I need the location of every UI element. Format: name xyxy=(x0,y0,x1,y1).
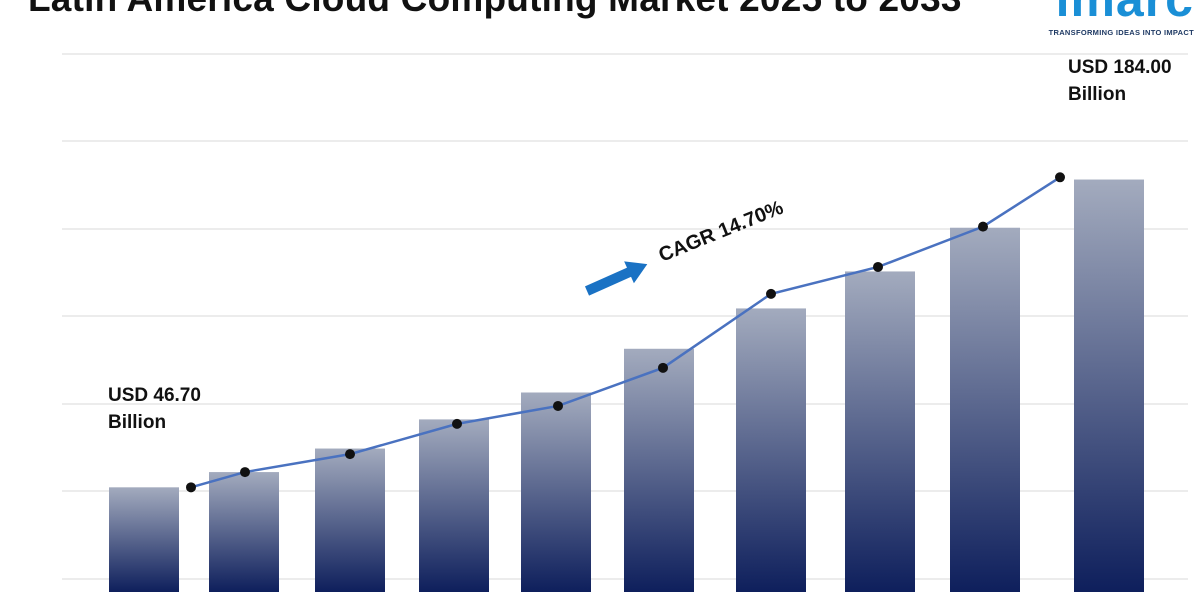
trend-point-2031 xyxy=(766,288,776,299)
logo-tagline: TRANSFORMING IDEAS INTO IMPACT xyxy=(1048,28,1194,37)
end-unit-label: Billion xyxy=(1068,84,1126,105)
cagr-label: CAGR 14.70% xyxy=(656,197,787,267)
trend-point-2026 xyxy=(240,467,250,478)
page-title: Latin America Cloud Computing Market 202… xyxy=(28,0,962,20)
bar-2028 xyxy=(419,419,489,592)
imarc-logo: imarc TRANSFORMING IDEAS INTO IMPACT xyxy=(1034,0,1194,37)
bar-2029 xyxy=(521,392,591,592)
trend-line xyxy=(186,172,1065,493)
arrow-head xyxy=(624,261,648,284)
trend-point-2029 xyxy=(553,400,563,411)
bar-2034 xyxy=(1074,179,1144,593)
trend-line-path xyxy=(190,176,1061,489)
trend-point-2025 xyxy=(186,482,196,493)
trend-point-2032 xyxy=(873,261,883,272)
bar-2027 xyxy=(315,448,385,592)
start-value-label: USD 46.70 xyxy=(108,385,201,406)
bar-2031 xyxy=(736,308,806,592)
bar-2033 xyxy=(950,227,1020,592)
bar-2032 xyxy=(845,271,915,592)
trend-point-2027 xyxy=(345,449,355,460)
start-unit-label: Billion xyxy=(108,412,166,433)
trend-point-2033 xyxy=(978,221,988,232)
cagr-arrow xyxy=(584,261,648,296)
trend-point-2034 xyxy=(1055,172,1065,183)
trend-point-2028 xyxy=(452,418,462,429)
logo-wordmark: imarc xyxy=(1034,0,1194,24)
bar-2026 xyxy=(209,472,279,592)
end-value-label: USD 184.00 xyxy=(1068,57,1172,78)
bar-2030 xyxy=(624,348,694,592)
arrow-shaft xyxy=(584,266,633,296)
trend-point-2030 xyxy=(658,362,668,373)
arrow-right-icon xyxy=(584,261,648,296)
bars xyxy=(109,179,1144,593)
bar-2025 xyxy=(109,487,179,592)
